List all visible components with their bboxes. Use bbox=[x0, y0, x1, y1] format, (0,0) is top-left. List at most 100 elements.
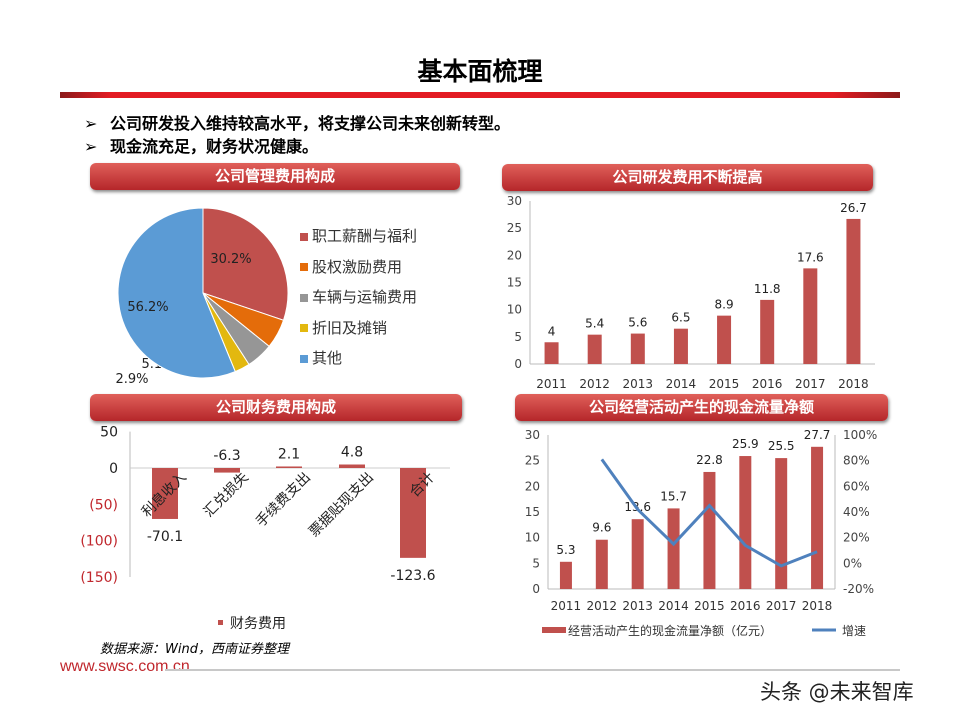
y-tick-label: (100) bbox=[80, 534, 118, 550]
data-label: 25.5 bbox=[768, 439, 795, 453]
legend-label: 职工薪酬与福利 bbox=[312, 227, 418, 245]
y2-tick-label: 20% bbox=[843, 531, 870, 545]
bar bbox=[276, 466, 302, 468]
bar bbox=[667, 508, 680, 589]
banner-rd-expense: 公司研发费用不断提高 bbox=[502, 164, 873, 191]
x-tick-label: 票据贴现支出 bbox=[306, 470, 377, 541]
pie-label: 2.9% bbox=[115, 372, 148, 387]
cashflow-chart: 0 5 10 15 20 25 30 -20% 0% 20% 40% 60% 80% 100% 5.3 201… bbox=[525, 428, 878, 638]
y-tick-label: 20 bbox=[525, 479, 540, 493]
bullet-2: ➢ 现金流充足，财务状况健康。 bbox=[84, 133, 318, 157]
legend-swatch bbox=[218, 620, 223, 625]
x-tick-label: 2014 bbox=[658, 599, 689, 613]
x-tick-label: 2013 bbox=[622, 599, 653, 613]
rd-bar-chart: 0 5 10 15 20 25 30 4 2011 5.4 2012 5.6 2013 6.5 2014 8.… bbox=[507, 194, 875, 391]
bar bbox=[630, 333, 645, 364]
legend-swatch-bar bbox=[542, 627, 566, 633]
bullet-1: ➢ 公司研发投入维持较高水平，将支撑公司未来创新转型。 bbox=[84, 110, 510, 134]
banner-admin-expense: 公司管理费用构成 bbox=[90, 163, 460, 190]
y2-tick-label: 80% bbox=[843, 454, 870, 468]
footer-divider bbox=[165, 669, 900, 671]
x-tick-label: 汇兑损失 bbox=[201, 470, 252, 521]
legend-swatch bbox=[300, 354, 308, 363]
data-label: 5.3 bbox=[556, 543, 575, 557]
finance-bar-chart: 500(50)(100)(150)-70.1利息收入-6.3汇兑损失2.1手续费… bbox=[80, 425, 450, 632]
data-label: 15.7 bbox=[660, 489, 687, 503]
bullet-text: 公司研发投入维持较高水平，将支撑公司未来创新转型。 bbox=[110, 114, 511, 133]
data-source: 数据来源：Wind，西南证券整理 bbox=[100, 642, 289, 657]
legend-swatch bbox=[300, 263, 308, 271]
data-label: 8.9 bbox=[715, 298, 734, 312]
footer-url[interactable]: www.swsc.com.cn bbox=[60, 658, 190, 675]
y-tick-label: 30 bbox=[525, 428, 540, 442]
bar bbox=[673, 328, 688, 364]
x-tick-label: 手续费支出 bbox=[252, 469, 314, 531]
y-tick-label: 5 bbox=[514, 330, 522, 344]
data-label: 5.4 bbox=[585, 317, 604, 331]
data-label: -6.3 bbox=[213, 448, 240, 464]
x-tick-label: 2014 bbox=[666, 377, 697, 391]
arrow-bullet-icon: ➢ bbox=[84, 114, 98, 133]
data-label: 26.7 bbox=[840, 201, 867, 215]
data-label: 6.5 bbox=[671, 311, 690, 325]
bar bbox=[811, 446, 824, 589]
watermark: 头条 @未来智库 bbox=[760, 680, 914, 704]
pie-label: 30.2% bbox=[210, 252, 251, 267]
x-tick-label: 2017 bbox=[795, 377, 826, 391]
y-tick-label: 0 bbox=[514, 357, 522, 371]
x-tick-label: 2018 bbox=[838, 377, 869, 391]
bar bbox=[214, 468, 240, 473]
x-tick-label: 2012 bbox=[579, 377, 610, 391]
y-tick-label: (50) bbox=[89, 497, 118, 513]
legend-label: 车辆与运输费用 bbox=[312, 288, 418, 306]
legend-item: 股权激励费用 bbox=[300, 256, 402, 277]
legend-label: 折旧及摊销 bbox=[312, 318, 388, 337]
bar bbox=[739, 456, 752, 589]
y-tick-label: 50 bbox=[100, 425, 118, 441]
data-label: 9.6 bbox=[592, 521, 611, 535]
legend-label: 股权激励费用 bbox=[312, 257, 403, 276]
x-tick-label: 2015 bbox=[694, 599, 725, 613]
banner-cashflow: 公司经营活动产生的现金流量净额 bbox=[515, 394, 888, 421]
legend-swatch bbox=[300, 232, 308, 241]
y2-tick-label: 0% bbox=[843, 556, 862, 570]
bar bbox=[587, 334, 602, 364]
bar bbox=[703, 471, 716, 589]
y-tick-label: 0 bbox=[109, 461, 118, 477]
y-tick-label: 10 bbox=[507, 303, 522, 317]
legend-label: 其他 bbox=[312, 349, 343, 367]
x-tick-label: 2011 bbox=[536, 377, 567, 391]
x-tick-label: 2016 bbox=[752, 377, 783, 391]
bullet-text: 现金流充足，财务状况健康。 bbox=[110, 137, 319, 156]
y-tick-label: 25 bbox=[525, 454, 540, 468]
legend-label: 财务费用 bbox=[230, 616, 286, 632]
y2-tick-label: -20% bbox=[843, 582, 874, 596]
bar bbox=[760, 299, 775, 364]
legend-label-bar: 经营活动产生的现金流量净额（亿元） bbox=[568, 623, 772, 638]
y-tick-label: 0 bbox=[532, 582, 540, 596]
bar bbox=[775, 458, 788, 589]
y2-tick-label: 60% bbox=[843, 479, 870, 493]
data-label: 2.1 bbox=[278, 446, 300, 462]
data-label: -70.1 bbox=[147, 529, 183, 545]
arrow-bullet-icon: ➢ bbox=[84, 137, 98, 156]
data-label: 4.8 bbox=[341, 445, 363, 461]
legend-item: 折旧及摊销 bbox=[300, 317, 387, 338]
y2-tick-label: 100% bbox=[843, 428, 877, 442]
data-label: -123.6 bbox=[390, 568, 435, 584]
x-tick-label: 2011 bbox=[551, 599, 582, 613]
data-label: 27.7 bbox=[804, 428, 831, 442]
legend-item: 其他 bbox=[300, 347, 342, 368]
bar bbox=[544, 342, 559, 364]
y-tick-label: 5 bbox=[532, 556, 540, 570]
bar bbox=[400, 468, 426, 558]
legend-item: 车辆与运输费用 bbox=[300, 286, 417, 307]
x-tick-label: 2018 bbox=[802, 599, 833, 613]
growth-line bbox=[600, 458, 818, 568]
data-label: 22.8 bbox=[696, 453, 723, 467]
banner-finance-expense: 公司财务费用构成 bbox=[90, 394, 462, 421]
y-tick-label: 15 bbox=[525, 505, 540, 519]
data-label: 4 bbox=[548, 324, 556, 338]
title-divider bbox=[60, 92, 900, 98]
y-tick-label: 10 bbox=[525, 531, 540, 545]
